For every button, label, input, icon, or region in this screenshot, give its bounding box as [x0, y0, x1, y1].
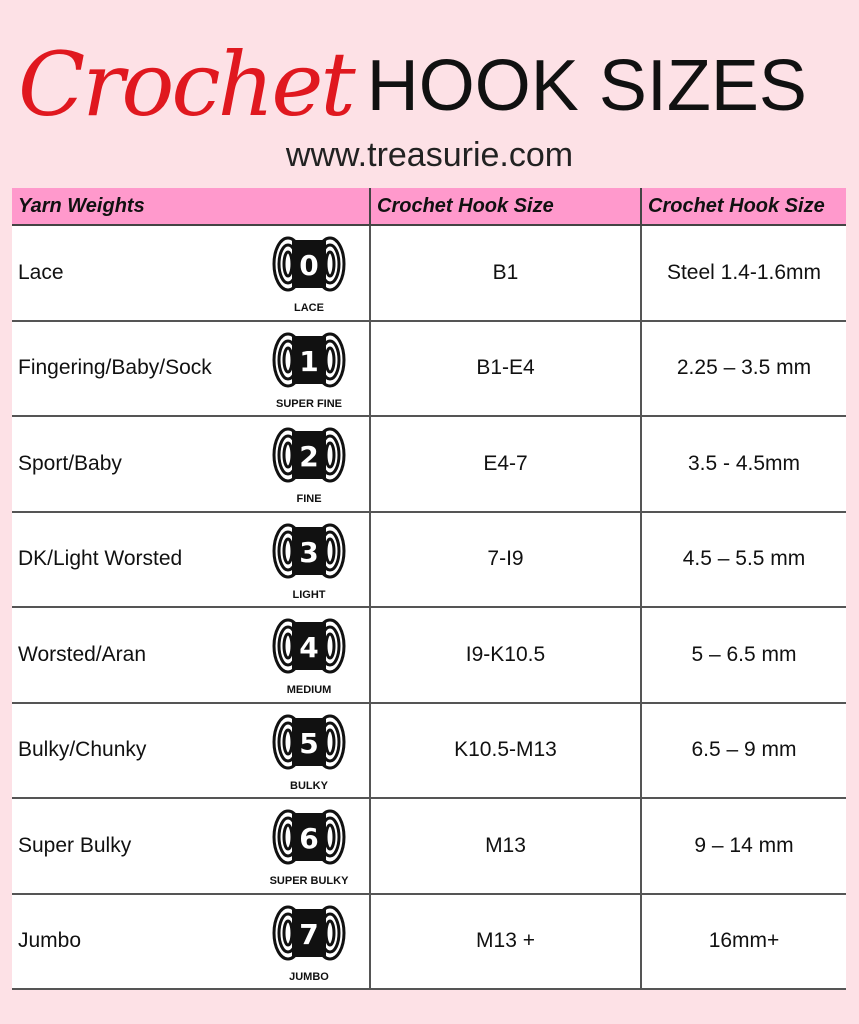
- hook-size-table: Yarn Weights Crochet Hook Size Crochet H…: [12, 188, 846, 990]
- hook-size-mm: Steel 1.4-1.6mm: [641, 225, 846, 322]
- yarn-weight-name: Bulky/Chunky: [18, 738, 147, 762]
- weight-number: 4: [299, 631, 318, 664]
- weight-number: 0: [299, 249, 318, 282]
- weight-label: FINE: [296, 493, 321, 505]
- yarn-weight-symbol-icon: 2 FINE: [272, 427, 346, 505]
- yarn-weight-symbol-icon: 0 LACE: [272, 236, 346, 314]
- table-row: Jumbo 7 JUMBO M13 + 16mm+: [12, 893, 846, 990]
- yarn-cell: Super Bulky 6 SUPER BULKY: [12, 798, 371, 895]
- table-row: Fingering/Baby/Sock 1 SUPER FINE B1-E4 2…: [12, 320, 846, 417]
- yarn-weight-name: Sport/Baby: [18, 451, 122, 475]
- yarn-weight-symbol-icon: 5 BULKY: [272, 714, 346, 792]
- yarn-weight-name: Super Bulky: [18, 833, 132, 857]
- yarn-weight-name: Jumbo: [18, 929, 82, 953]
- hook-size-us: 7-I9: [370, 511, 642, 608]
- hook-size-us: B1: [370, 225, 642, 322]
- hook-size-us: K10.5-M13: [370, 702, 642, 799]
- yarn-cell: Bulky/Chunky 5 BULKY: [12, 702, 371, 799]
- hook-size-mm: 5 – 6.5 mm: [641, 607, 846, 704]
- yarn-weight-symbol-icon: 6 SUPER BULKY: [270, 809, 350, 887]
- yarn-cell: Jumbo 7 JUMBO: [12, 893, 371, 990]
- weight-number: 1: [299, 345, 318, 378]
- weight-label: MEDIUM: [287, 684, 332, 696]
- yarn-weight-name: DK/Light Worsted: [18, 547, 183, 571]
- title: Crochet HOOK SIZES: [18, 10, 848, 140]
- weight-label: SUPER BULKY: [270, 875, 350, 887]
- yarn-cell: Worsted/Aran 4 MEDIUM: [12, 607, 371, 704]
- column-header-mm: Crochet Hook Size: [641, 188, 846, 226]
- table-row: Sport/Baby 2 FINE E4-7 3.5 - 4.5mm: [12, 416, 846, 513]
- yarn-weight-symbol-icon: 1 SUPER FINE: [272, 332, 346, 410]
- weight-label: JUMBO: [289, 971, 329, 983]
- yarn-cell: Lace 0 LACE: [12, 225, 371, 322]
- weight-number: 7: [299, 918, 318, 951]
- table-row: DK/Light Worsted 3 LIGHT 7-I9 4.5 – 5.5 …: [12, 511, 846, 608]
- title-rest: HOOK SIZES: [366, 46, 807, 126]
- hook-size-us: B1-E4: [370, 320, 642, 417]
- weight-label: SUPER FINE: [276, 398, 342, 410]
- table-row: Worsted/Aran 4 MEDIUM I9-K10.5 5 – 6.5 m…: [12, 607, 846, 704]
- yarn-weight-symbol-icon: 4 MEDIUM: [272, 618, 346, 696]
- yarn-cell: DK/Light Worsted 3 LIGHT: [12, 511, 371, 608]
- yarn-cell: Sport/Baby 2 FINE: [12, 416, 371, 513]
- weight-number: 2: [299, 440, 318, 473]
- hook-size-mm: 3.5 - 4.5mm: [641, 416, 846, 513]
- hook-size-mm: 9 – 14 mm: [641, 798, 846, 895]
- yarn-weight-name: Lace: [18, 260, 64, 284]
- table-row: Lace 0 LACE B1 Steel 1.4-1.6mm: [12, 225, 846, 322]
- column-header-us: Crochet Hook Size: [370, 188, 642, 226]
- hook-size-mm: 4.5 – 5.5 mm: [641, 511, 846, 608]
- hook-size-mm: 2.25 – 3.5 mm: [641, 320, 846, 417]
- weight-label: BULKY: [290, 780, 329, 792]
- weight-label: LIGHT: [293, 589, 326, 601]
- title-script: Crochet: [18, 33, 356, 136]
- hook-size-mm: 16mm+: [641, 893, 846, 990]
- weight-label: LACE: [294, 302, 324, 314]
- hook-size-us: I9-K10.5: [370, 607, 642, 704]
- yarn-weight-name: Fingering/Baby/Sock: [18, 356, 212, 380]
- table-row: Bulky/Chunky 5 BULKY K10.5-M13 6.5 – 9 m…: [12, 702, 846, 799]
- table-header-row: Yarn Weights Crochet Hook Size Crochet H…: [12, 188, 846, 226]
- weight-number: 3: [299, 536, 318, 569]
- yarn-weight-name: Worsted/Aran: [18, 642, 146, 666]
- hook-size-us: M13 +: [370, 893, 642, 990]
- yarn-cell: Fingering/Baby/Sock 1 SUPER FINE: [12, 320, 371, 417]
- yarn-weight-symbol-icon: 7 JUMBO: [272, 905, 346, 983]
- hook-size-us: M13: [370, 798, 642, 895]
- weight-number: 6: [299, 822, 318, 855]
- site-url: www.treasurie.com: [285, 136, 574, 174]
- hook-size-mm: 6.5 – 9 mm: [641, 702, 846, 799]
- hook-size-us: E4-7: [370, 416, 642, 513]
- column-header-yarn: Yarn Weights: [12, 188, 371, 226]
- yarn-weight-symbol-icon: 3 LIGHT: [272, 523, 346, 601]
- table-row: Super Bulky 6 SUPER BULKY M13 9 – 14 mm: [12, 798, 846, 895]
- weight-number: 5: [299, 727, 318, 760]
